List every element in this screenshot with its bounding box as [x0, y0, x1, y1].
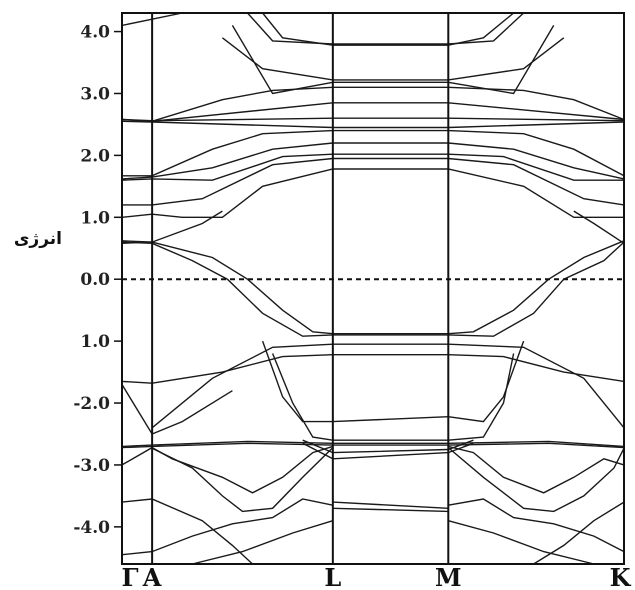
plot-frame [121, 12, 625, 565]
band-line [448, 520, 595, 565]
band-line [447, 447, 625, 513]
band-line [271, 353, 515, 441]
y-tick-label: 4.0 [80, 23, 110, 43]
band-line [246, 12, 525, 45]
band-line [121, 498, 253, 565]
band-line [121, 210, 223, 244]
k-point-label: K [610, 563, 632, 590]
band-line [122, 157, 625, 206]
band-line [121, 354, 625, 384]
band-line [121, 168, 624, 218]
band-line [121, 117, 625, 122]
y-tick-label: 0.0 [80, 270, 110, 290]
band-line [262, 12, 515, 46]
y-tick-labels: 4.0 3.0 2.0 1.0 0.0 1.0 -2.0 -3.0 -4.0 [73, 23, 122, 538]
y-tick-label: -4.0 [73, 518, 110, 538]
band-line [448, 498, 625, 553]
y-tick-label: -2.0 [73, 394, 110, 414]
band-line [121, 498, 333, 556]
band-line [121, 142, 625, 180]
k-point-markers [151, 13, 450, 564]
band-line [121, 240, 625, 335]
band-line [231, 25, 555, 95]
k-point-label: A [142, 563, 162, 590]
y-tick-label: -3.0 [73, 456, 110, 476]
y-tick-label: 2.0 [80, 146, 110, 166]
band-line [302, 439, 474, 454]
k-point-label: M [435, 563, 462, 590]
band-line [533, 501, 625, 565]
band-line [448, 445, 625, 494]
band-line [121, 241, 625, 337]
band-line [121, 384, 233, 435]
band-line [121, 445, 334, 494]
band-lines [121, 12, 625, 565]
band-line [192, 520, 334, 565]
band-line [121, 120, 625, 129]
y-tick-label: 1.0 [80, 332, 110, 352]
band-line [151, 447, 334, 513]
band-line [261, 340, 525, 423]
y-tick-label: 3.0 [80, 84, 110, 104]
band-line [332, 507, 449, 513]
band-line [332, 501, 449, 509]
y-tick-label: 1.0 [80, 208, 110, 228]
band-line [151, 343, 625, 429]
band-line [221, 37, 565, 81]
y-axis-label: انرژی [14, 229, 62, 249]
k-point-label: L [324, 563, 341, 590]
k-point-label: Γ [121, 563, 138, 590]
band-line [573, 210, 625, 244]
